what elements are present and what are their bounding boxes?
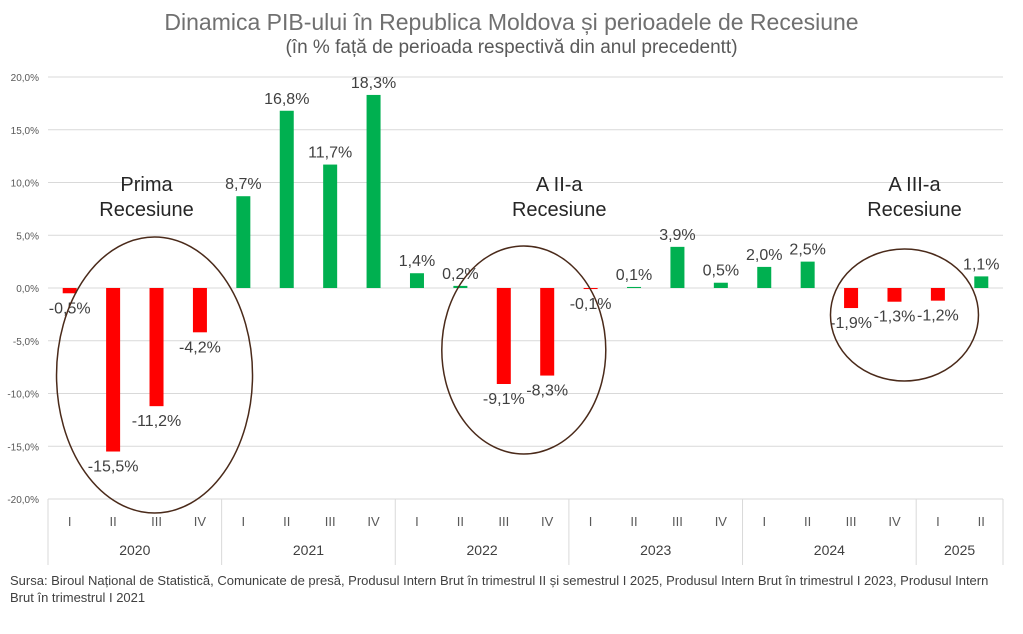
x-tick-label: IV [194, 514, 207, 529]
recession-label-line2: Recesiune [99, 199, 194, 221]
bar [844, 288, 859, 309]
x-tick-label: IV [888, 514, 901, 529]
y-tick-label: 10,0% [11, 179, 39, 190]
bar [713, 282, 728, 288]
data-label: 2,0% [746, 247, 782, 264]
recession-label-line2: Recesiune [867, 199, 962, 221]
recession-circle [55, 236, 254, 514]
bar [757, 266, 772, 288]
x-tick-label: I [589, 514, 593, 529]
data-label: -9,1% [483, 391, 525, 408]
x-tick-label: I [936, 514, 940, 529]
data-label: 0,2% [442, 266, 478, 283]
data-label: -1,2% [917, 308, 959, 325]
data-label: -1,9% [830, 315, 872, 332]
data-label: -1,3% [874, 309, 916, 326]
x-tick-label: IV [367, 514, 380, 529]
data-label: -15,5% [88, 459, 139, 476]
bar [323, 164, 338, 288]
bar [236, 196, 251, 288]
x-tick-label: III [846, 514, 857, 529]
year-label: 2021 [293, 542, 324, 558]
chart-title: Dinamica PIB-ului în Republica Moldova ș… [164, 9, 859, 35]
data-label: -11,2% [132, 413, 182, 430]
year-label: 2022 [467, 542, 498, 558]
bar [149, 288, 164, 407]
recession-label-line2: Recesiune [512, 199, 607, 221]
data-label: 1,4% [399, 253, 435, 270]
x-tick-label: III [325, 514, 336, 529]
year-label: 2024 [814, 542, 845, 558]
bar [887, 288, 902, 302]
data-label: 3,9% [659, 227, 695, 244]
data-label: 0,1% [616, 267, 652, 284]
data-label: -4,2% [179, 339, 221, 356]
x-tick-label: III [151, 514, 162, 529]
bar [453, 285, 468, 288]
x-tick-label: I [242, 514, 246, 529]
y-tick-label: 15,0% [11, 126, 39, 137]
bar [106, 288, 121, 452]
x-tick-label: III [672, 514, 683, 529]
x-tick-label: III [498, 514, 509, 529]
recession-label-line1: Prima [120, 174, 173, 196]
x-tick-label: II [978, 514, 985, 529]
recession-circle [829, 248, 980, 382]
data-label: -0,5% [49, 300, 91, 317]
bar [974, 276, 989, 288]
data-label: 18,3% [351, 75, 396, 92]
y-tick-label: -15,0% [7, 442, 39, 453]
data-label: 1,1% [963, 256, 999, 273]
data-label: 0,5% [703, 263, 739, 280]
bar [192, 288, 207, 333]
data-label: -8,3% [526, 383, 568, 400]
bar [496, 288, 511, 385]
bar [800, 261, 815, 288]
x-tick-label: I [762, 514, 766, 529]
y-tick-label: 20,0% [11, 73, 39, 84]
y-tick-label: -5,0% [13, 337, 39, 348]
x-tick-label: IV [541, 514, 554, 529]
bar [540, 288, 555, 376]
bar [279, 110, 294, 288]
year-label: 2023 [640, 542, 671, 558]
year-label: 2020 [119, 542, 150, 558]
x-tick-label: II [804, 514, 811, 529]
x-tick-label: II [109, 514, 116, 529]
y-tick-label: 0,0% [16, 284, 39, 295]
recession-label-line1: A II-a [536, 174, 584, 196]
bar [670, 246, 685, 288]
bar [366, 94, 381, 288]
x-tick-label: II [457, 514, 464, 529]
y-tick-label: 5,0% [16, 231, 39, 242]
data-label: 16,8% [264, 91, 309, 108]
bar [409, 273, 424, 288]
x-tick-label: I [68, 514, 72, 529]
x-tick-label: I [415, 514, 419, 529]
x-tick-label: IV [715, 514, 728, 529]
data-label: 11,7% [308, 145, 352, 162]
gdp-bar-chart: -20,0% -15,0% -10,0% -5,0% 0,0% 5,0% 10,0% 15,0… [7, 73, 1004, 565]
year-label: 2025 [944, 542, 975, 558]
x-tick-label: II [283, 514, 290, 529]
recession-label-line1: A III-a [888, 174, 941, 196]
chart-subtitle: (în % față de perioada respectivă din an… [285, 37, 738, 58]
y-tick-label: -20,0% [7, 495, 39, 506]
source-note: Sursa: Biroul Național de Statistică, Co… [10, 573, 989, 605]
data-label: 2,5% [789, 242, 825, 259]
bar [627, 286, 642, 288]
data-label: -0,1% [570, 296, 612, 313]
y-tick-label: -10,0% [7, 390, 39, 401]
recession-circle [441, 245, 607, 455]
x-tick-label: II [630, 514, 637, 529]
bar [930, 288, 945, 301]
data-label: 8,7% [225, 176, 261, 193]
bar [62, 288, 77, 294]
